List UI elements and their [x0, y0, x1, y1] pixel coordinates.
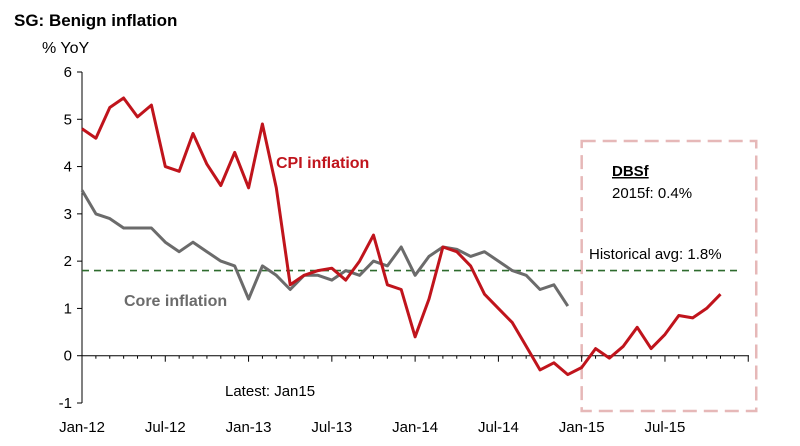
y-tick-label: 3	[64, 206, 72, 223]
y-tick-label: -1	[59, 395, 72, 412]
forecast-title: DBSf	[612, 163, 650, 180]
series-cpi-inflation	[81, 96, 722, 377]
x-axis-ticks: Jan-12 Jul-12 Jan-13 Jul-13 Jan-14 Jul-14 Jan-…	[59, 355, 749, 436]
cpi-inflation-label: CPI inflation	[276, 155, 369, 172]
forecast-region	[580, 139, 758, 413]
x-tick-label: Jul-15	[645, 419, 686, 436]
x-tick-label: Jul-12	[145, 419, 186, 436]
y-tick-label: 4	[64, 159, 72, 176]
chart-title: SG: Benign inflation	[14, 11, 177, 30]
y-tick-label: 2	[64, 253, 72, 270]
y-tick-label: 6	[64, 64, 72, 81]
y-axis-unit-label: % YoY	[42, 40, 89, 57]
core-inflation-label: Core inflation	[124, 293, 227, 310]
y-tick-label: 0	[64, 348, 72, 365]
x-tick-label: Jul-14	[478, 419, 519, 436]
x-tick-label: Jan-12	[59, 419, 105, 436]
series-core-inflation	[80, 189, 570, 307]
x-tick-label: Jan-13	[226, 419, 272, 436]
x-tick-label: Jan-15	[559, 419, 605, 436]
historical-average-label: Historical avg: 1.8%	[589, 246, 722, 263]
x-tick-label: Jul-13	[311, 419, 352, 436]
y-tick-label: 1	[64, 300, 72, 317]
forecast-value: 2015f: 0.4%	[612, 185, 692, 202]
y-axis-ticks: 6 5 4 3 2 1 0 -1	[59, 64, 82, 412]
x-tick-label: Jan-14	[392, 419, 438, 436]
latest-label: Latest: Jan15	[225, 383, 315, 400]
y-tick-label: 5	[64, 111, 72, 128]
